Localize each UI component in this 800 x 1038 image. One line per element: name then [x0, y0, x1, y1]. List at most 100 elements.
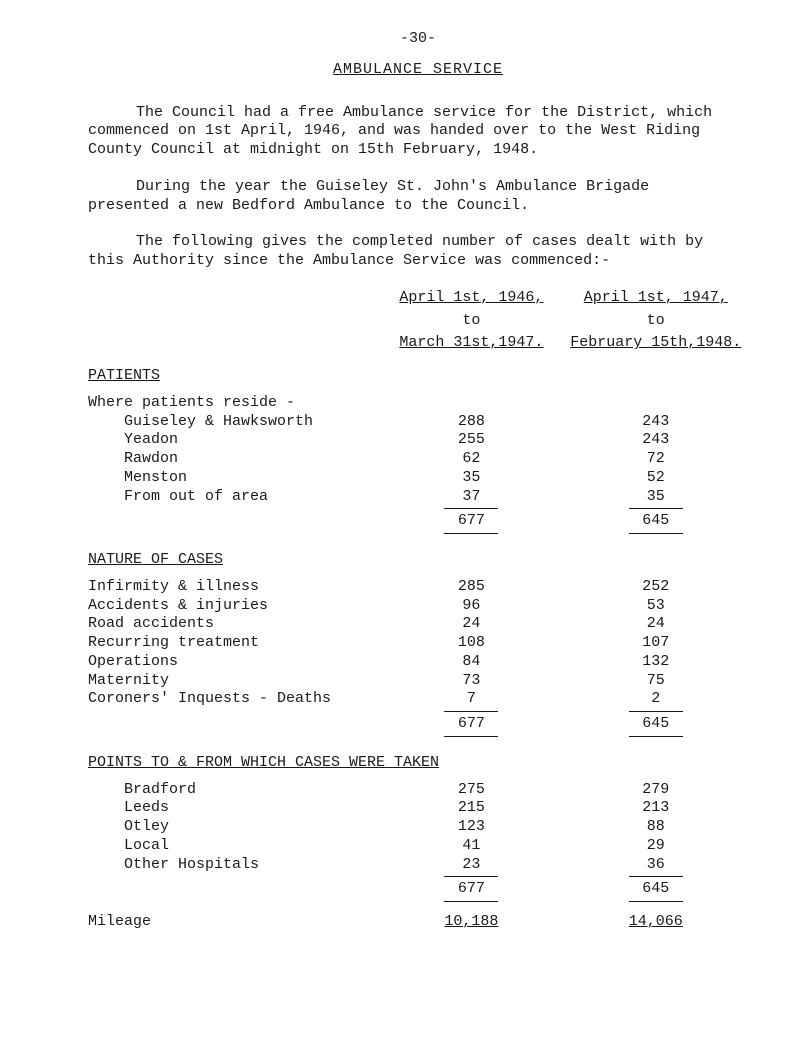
row-label: Recurring treatment	[88, 634, 379, 653]
row-value-b: 24	[564, 615, 748, 634]
row-value-a: 84	[379, 653, 563, 672]
row-value-a: 23	[379, 856, 563, 875]
row-label: Operations	[88, 653, 379, 672]
col-b-line2: to	[564, 312, 748, 331]
table-row: Recurring treatment 108 107	[88, 634, 748, 653]
mileage-label: Mileage	[88, 913, 379, 932]
total-a: 677	[379, 880, 563, 899]
rule-row	[88, 899, 748, 905]
page-number: -30-	[88, 30, 748, 49]
total-b: 645	[564, 880, 748, 899]
row-value-a: 7	[379, 690, 563, 709]
row-value-a: 108	[379, 634, 563, 653]
row-value-a: 35	[379, 469, 563, 488]
mileage-b: 14,066	[564, 913, 748, 932]
nature-total: 677 645	[88, 715, 748, 734]
row-label: Leeds	[88, 799, 379, 818]
row-label: Maternity	[88, 672, 379, 691]
patients-title: PATIENTS	[88, 367, 748, 386]
row-value-a: 288	[379, 413, 563, 432]
total-b: 645	[564, 512, 748, 531]
row-value-b: 53	[564, 597, 748, 616]
row-value-a: 285	[379, 578, 563, 597]
row-value-b: 243	[564, 431, 748, 450]
table-row: Other Hospitals 23 36	[88, 856, 748, 875]
total-b: 645	[564, 715, 748, 734]
row-value-b: 107	[564, 634, 748, 653]
row-label: Other Hospitals	[88, 856, 379, 875]
table-row: Rawdon 62 72	[88, 450, 748, 469]
col-b-line3: February 15th,1948.	[564, 334, 748, 353]
row-value-b: 88	[564, 818, 748, 837]
column-headers-line2: to to	[88, 312, 748, 331]
row-value-b: 132	[564, 653, 748, 672]
table-row: Bradford 275 279	[88, 781, 748, 800]
row-label: Menston	[88, 469, 379, 488]
table-row: From out of area 37 35	[88, 488, 748, 507]
paragraph-1: The Council had a free Ambulance service…	[88, 104, 728, 160]
table-row: Accidents & injuries 96 53	[88, 597, 748, 616]
page: -30- AMBULANCE SERVICE The Council had a…	[0, 0, 800, 932]
row-value-b: 35	[564, 488, 748, 507]
col-b-line1: April 1st, 1947,	[564, 289, 748, 308]
col-a-line2: to	[379, 312, 563, 331]
table-row: Local 41 29	[88, 837, 748, 856]
rule-row	[88, 734, 748, 740]
mileage-a: 10,188	[379, 913, 563, 932]
row-label: Yeadon	[88, 431, 379, 450]
row-value-a: 73	[379, 672, 563, 691]
row-label: Road accidents	[88, 615, 379, 634]
paragraph-3: The following gives the completed number…	[88, 233, 728, 271]
row-label: Infirmity & illness	[88, 578, 379, 597]
row-value-a: 123	[379, 818, 563, 837]
row-value-b: 72	[564, 450, 748, 469]
nature-title: NATURE OF CASES	[88, 551, 748, 570]
row-value-b: 2	[564, 690, 748, 709]
row-label: Accidents & injuries	[88, 597, 379, 616]
row-value-a: 275	[379, 781, 563, 800]
table-row: Leeds 215 213	[88, 799, 748, 818]
col-a-line1: April 1st, 1946,	[379, 289, 563, 308]
rule-row	[88, 531, 748, 537]
patients-intro-label: Where patients reside -	[88, 394, 379, 413]
row-value-b: 36	[564, 856, 748, 875]
row-value-b: 29	[564, 837, 748, 856]
table-row: Otley 123 88	[88, 818, 748, 837]
row-value-a: 215	[379, 799, 563, 818]
row-value-b: 213	[564, 799, 748, 818]
patients-intro: Where patients reside -	[88, 394, 748, 413]
table-row: Maternity 73 75	[88, 672, 748, 691]
column-headers: April 1st, 1946, April 1st, 1947,	[88, 289, 748, 308]
row-value-b: 52	[564, 469, 748, 488]
heading-text: AMBULANCE SERVICE	[333, 61, 503, 78]
row-label: Guiseley & Hawksworth	[88, 413, 379, 432]
table-row: Coroners' Inquests - Deaths 7 2	[88, 690, 748, 709]
row-label: Otley	[88, 818, 379, 837]
row-value-a: 96	[379, 597, 563, 616]
row-value-a: 24	[379, 615, 563, 634]
points-title: POINTS TO & FROM WHICH CASES WERE TAKEN	[88, 754, 748, 773]
row-value-a: 62	[379, 450, 563, 469]
table-row: Road accidents 24 24	[88, 615, 748, 634]
total-a: 677	[379, 512, 563, 531]
table-row: Yeadon 255 243	[88, 431, 748, 450]
table-row: Menston 35 52	[88, 469, 748, 488]
points-total: 677 645	[88, 880, 748, 899]
heading: AMBULANCE SERVICE	[88, 61, 748, 80]
row-value-b: 279	[564, 781, 748, 800]
row-value-a: 41	[379, 837, 563, 856]
row-value-a: 37	[379, 488, 563, 507]
row-value-b: 243	[564, 413, 748, 432]
row-label: Bradford	[88, 781, 379, 800]
total-a: 677	[379, 715, 563, 734]
column-headers-line3: March 31st,1947. February 15th,1948.	[88, 334, 748, 353]
row-value-b: 75	[564, 672, 748, 691]
row-value-a: 255	[379, 431, 563, 450]
paragraph-2: During the year the Guiseley St. John's …	[88, 178, 728, 216]
row-label: Local	[88, 837, 379, 856]
row-label: From out of area	[88, 488, 379, 507]
row-label: Coroners' Inquests - Deaths	[88, 690, 379, 709]
row-value-b: 252	[564, 578, 748, 597]
col-a-line3: March 31st,1947.	[379, 334, 563, 353]
table-row: Operations 84 132	[88, 653, 748, 672]
